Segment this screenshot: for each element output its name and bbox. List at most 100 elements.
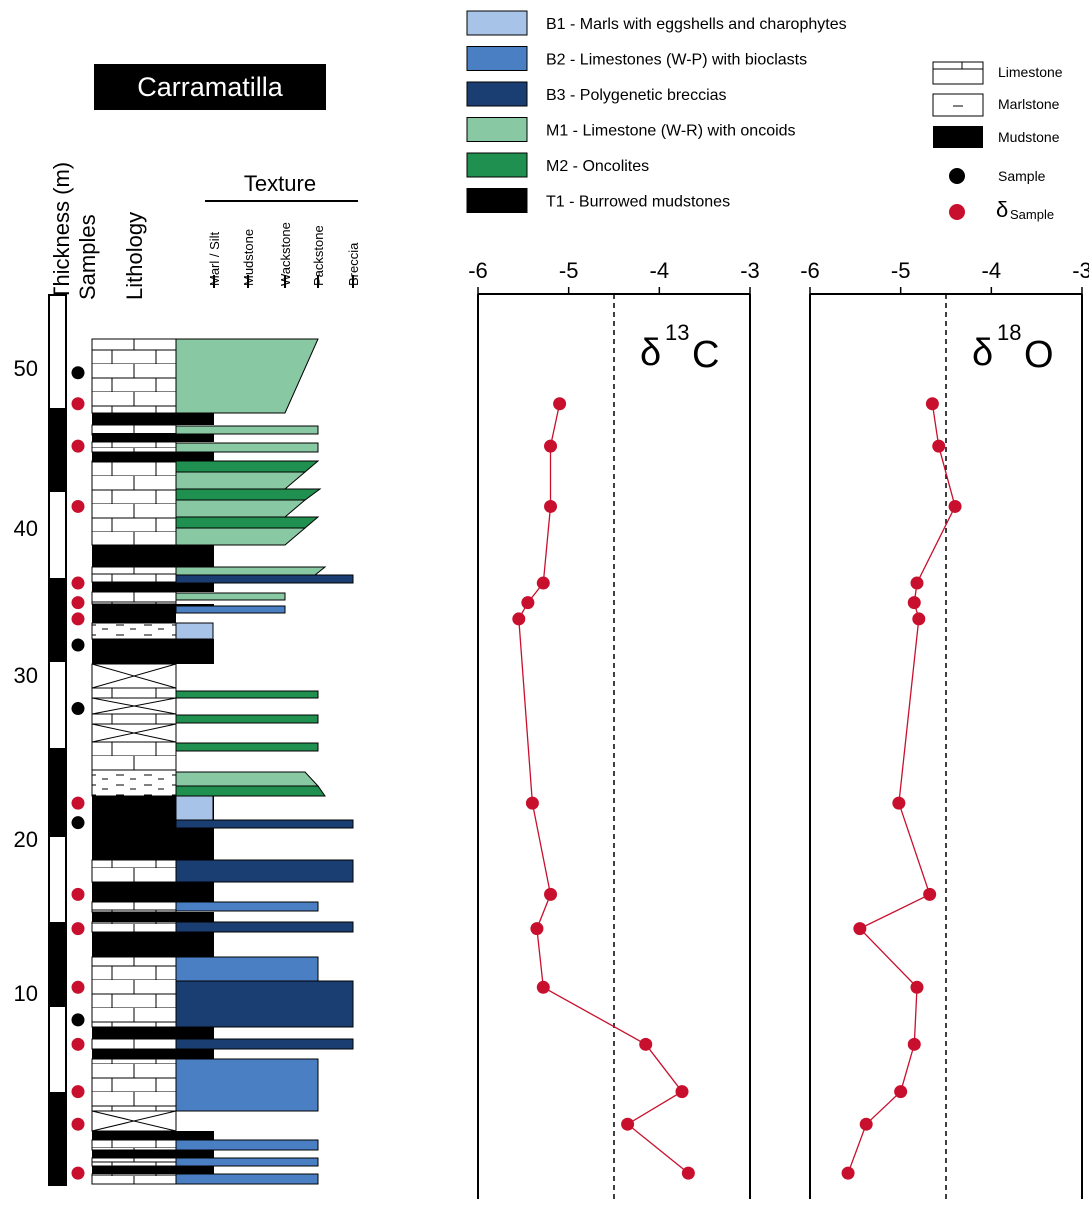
mudstone-legend-symbol [933, 126, 983, 148]
limestone-legend-symbol [932, 61, 984, 85]
data-point [553, 397, 567, 411]
sample-dots [71, 366, 85, 1180]
data-point [923, 887, 937, 901]
data-point [907, 1037, 921, 1051]
marlstone-legend-symbol [932, 93, 984, 117]
data-point [530, 922, 544, 936]
data-point [907, 596, 921, 610]
texture-label-wackstone: Wackstone [278, 222, 293, 286]
marlstone-legend-label: Marlstone [998, 96, 1060, 112]
delta-sample-dot [71, 397, 85, 411]
texture-label-breccia: Breccia [346, 242, 361, 286]
data-point [894, 1085, 908, 1099]
series-line [847, 403, 956, 1174]
data-point [621, 1117, 635, 1131]
delta-sample-dot [71, 439, 85, 453]
delta-sample-dot [71, 922, 85, 936]
data-point [853, 922, 867, 936]
data-point [544, 439, 558, 453]
facies-swatch [466, 46, 528, 71]
delta-sample-dot [71, 887, 85, 901]
facies-label: M2 - Oncolites [546, 158, 649, 175]
d18o-plot: -6 -5 -4 -3 δ 18O [800, 258, 1089, 1199]
data-point [859, 1117, 873, 1131]
facies-label: T1 - Burrowed mudstones [546, 194, 730, 211]
thickness-scale-bar [48, 294, 67, 1186]
facies-swatch [466, 10, 528, 36]
facies-label: B3 - Polygenetic breccias [546, 87, 727, 104]
x-tick-label: -5 [559, 258, 579, 283]
sample-legend-dot [949, 168, 965, 184]
data-point [525, 796, 539, 810]
texture-header: Texture [244, 171, 316, 196]
isotope-label-mass: 18 [997, 320, 1021, 345]
series-line [518, 403, 689, 1174]
thickness-tick-40: 40 [14, 516, 38, 541]
symbol-legend: Limestone Marlstone Mudstone Sample δ Sa… [932, 61, 1063, 222]
facies-swatch [466, 152, 528, 178]
data-point [512, 612, 526, 626]
delta-sample-dot [71, 796, 85, 810]
sample-dot [71, 1013, 85, 1027]
sample-legend-label: Sample [998, 168, 1046, 184]
texture-label-marl: Marl / Silt [207, 231, 222, 286]
x-tick-label: -6 [468, 258, 488, 283]
thickness-tick-20: 20 [14, 827, 38, 852]
x-tick-label: -5 [891, 258, 911, 283]
data-point [675, 1085, 689, 1099]
data-point [932, 439, 946, 453]
isotope-label-delta: δ [640, 332, 661, 374]
data-point [639, 1037, 653, 1051]
isotope-label-delta: δ [972, 332, 993, 374]
data-point [841, 1166, 855, 1180]
thickness-tick-50: 50 [14, 356, 38, 381]
data-point [536, 576, 550, 590]
delta-sample-dot [71, 499, 85, 513]
texture-label-mudstone: Mudstone [241, 229, 256, 286]
sample-dot [71, 366, 85, 380]
data-point [892, 796, 906, 810]
x-tick-label: -3 [1072, 258, 1089, 283]
title-box: Carramatilla [94, 64, 326, 110]
data-point [681, 1166, 695, 1180]
texture-column [175, 338, 354, 1185]
sample-dot [71, 816, 85, 830]
facies-swatch [466, 117, 528, 142]
sample-dot [71, 702, 85, 716]
x-tick-label: -4 [982, 258, 1002, 283]
isotope-label-element: O [1024, 334, 1054, 376]
data-point [544, 887, 558, 901]
facies-swatch [466, 188, 528, 213]
facies-label: M1 - Limestone (W-R) with oncoids [546, 123, 796, 140]
limestone-legend-label: Limestone [998, 64, 1063, 80]
facies-swatch [466, 81, 528, 107]
thickness-header: Thickness (m) [49, 162, 74, 300]
texture-label-packstone: Packstone [311, 225, 326, 286]
data-point [925, 397, 939, 411]
lithology-column [91, 338, 214, 1185]
delta-sample-dot [71, 1085, 85, 1099]
x-tick-label: -4 [650, 258, 670, 283]
data-point [544, 499, 558, 513]
delta-legend-symbol: δ [996, 197, 1008, 222]
data-point [910, 980, 924, 994]
data-point [521, 596, 535, 610]
isotope-label-mass: 13 [665, 320, 689, 345]
data-point [948, 499, 962, 513]
lithology-header: Lithology [122, 212, 147, 300]
chart-title: Carramatilla [137, 72, 284, 102]
delta-sample-legend-label: Sample [1010, 207, 1054, 222]
texture-class-labels: Marl / Silt Mudstone Wackstone Packstone… [207, 222, 361, 288]
sample-dot [71, 638, 85, 652]
facies-legend: B1 - Marls with eggshells and charophyte… [466, 10, 847, 213]
delta-sample-dot [71, 596, 85, 610]
thickness-tick-30: 30 [14, 663, 38, 688]
mudstone-legend-label: Mudstone [998, 129, 1060, 145]
x-tick-label: -6 [800, 258, 820, 283]
data-point [910, 576, 924, 590]
delta-sample-dot [71, 1166, 85, 1180]
samples-header: Samples [75, 214, 100, 300]
isotope-label-element: C [692, 334, 719, 376]
delta-sample-dot [71, 1117, 85, 1131]
